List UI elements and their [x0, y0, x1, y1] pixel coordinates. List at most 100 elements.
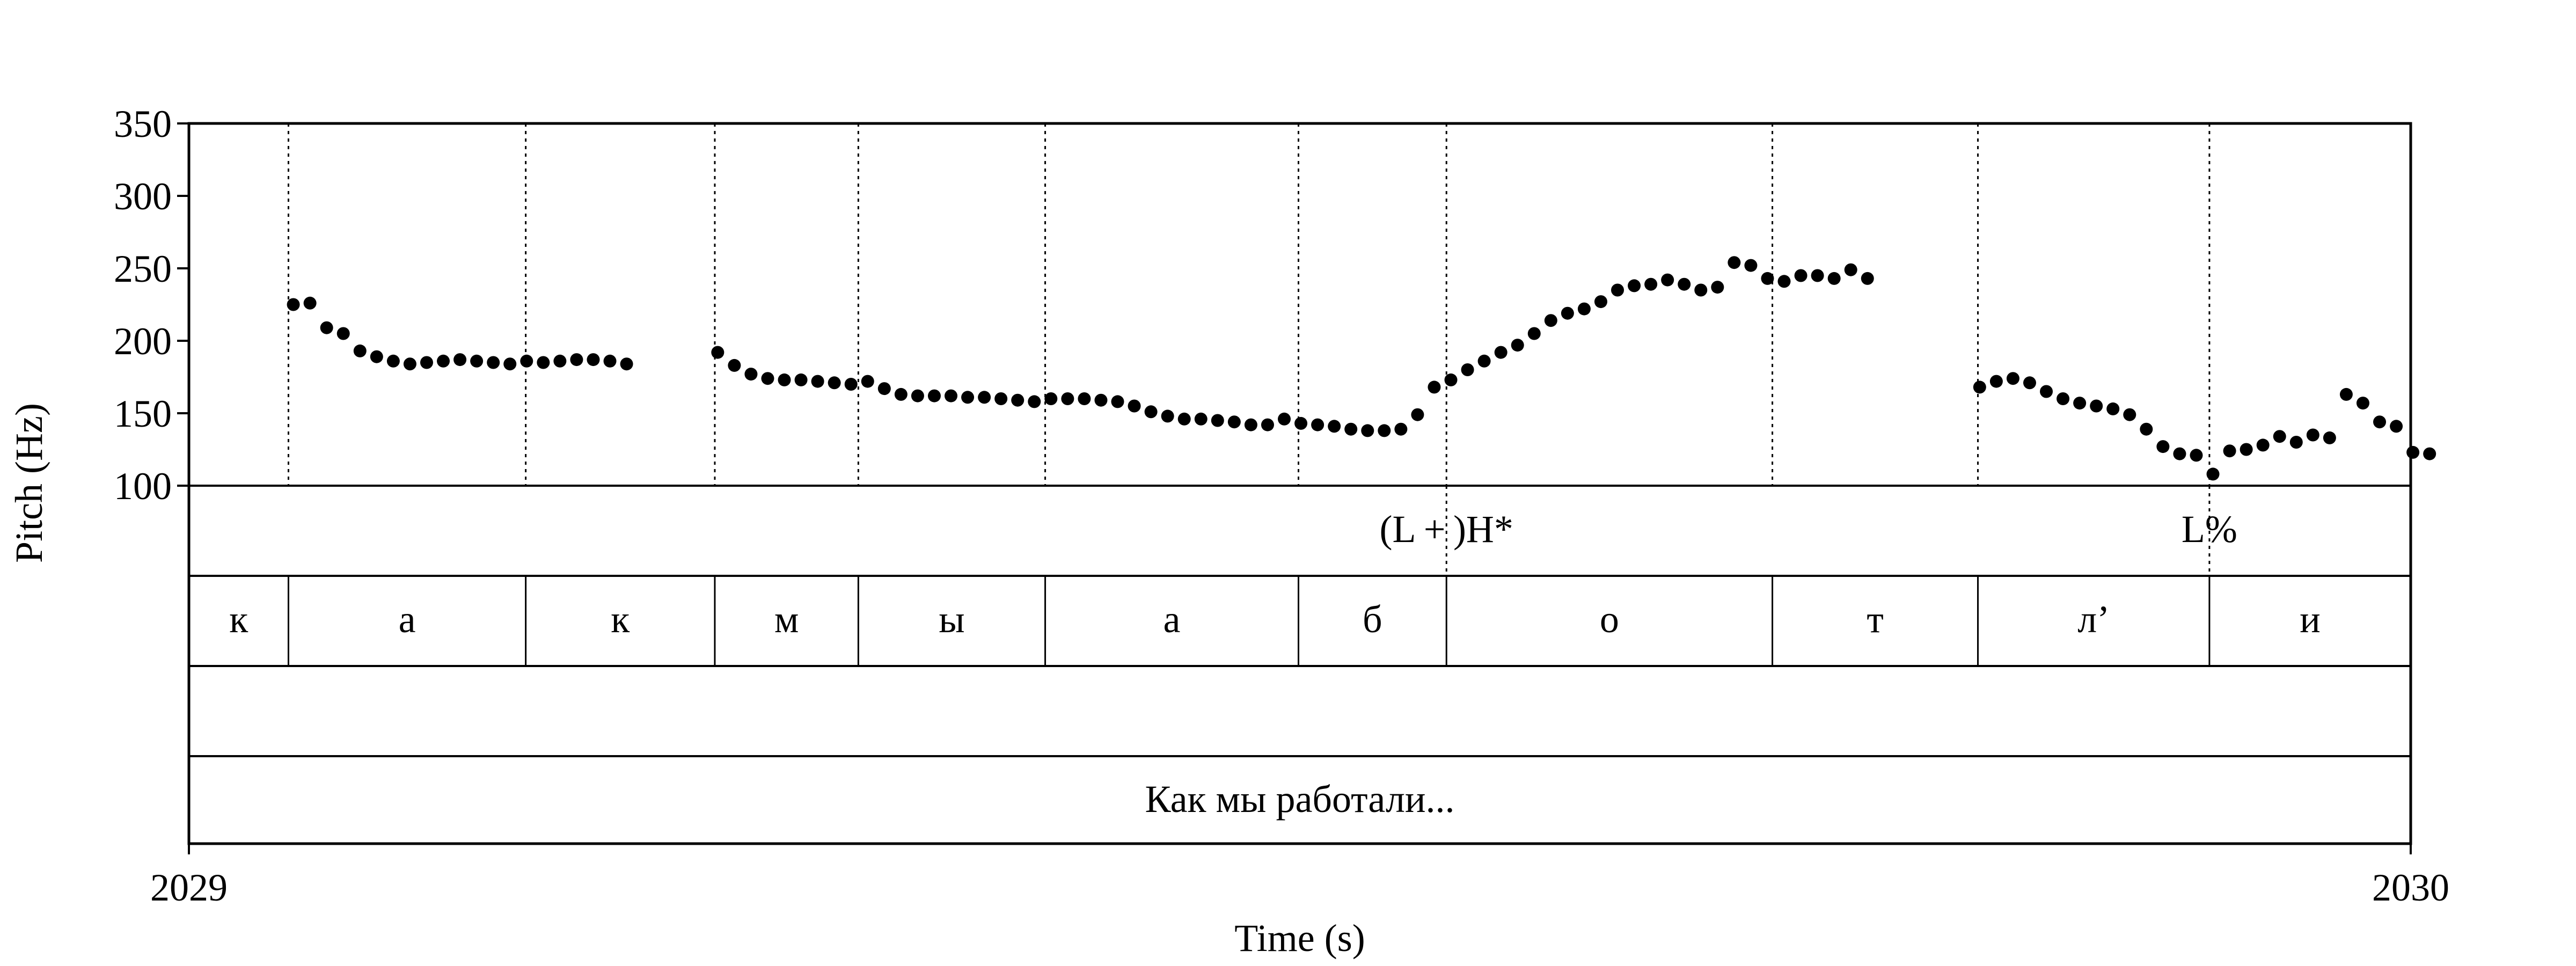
y-tick-label: 250 [114, 247, 172, 290]
pitch-point [761, 372, 774, 385]
pitch-point [2206, 467, 2220, 481]
tone-label: L% [2182, 508, 2237, 551]
y-tick-label: 100 [114, 465, 172, 508]
pitch-point [978, 391, 991, 404]
pitch-point [1161, 409, 1174, 423]
pitch-point [2156, 440, 2170, 453]
pitch-point [1044, 392, 1058, 405]
pitch-point [1794, 269, 1807, 282]
phrase-label: Как мы работали... [1145, 778, 1455, 821]
pitch-point [2390, 420, 2403, 433]
pitch-point [1128, 399, 1141, 413]
segment-label: л’ [2077, 598, 2110, 641]
y-tick-label: 300 [114, 175, 172, 218]
y-axis-label: Pitch (Hz) [8, 403, 50, 563]
segment-label: б [1363, 598, 1382, 641]
pitch-point [877, 382, 891, 396]
pitch-point [2240, 443, 2253, 456]
pitch-point [1411, 408, 1424, 421]
pitch-point [2057, 392, 2070, 405]
pitch-point [911, 389, 924, 402]
pitch-track [287, 256, 2436, 481]
pitch-point [2339, 387, 2353, 401]
segment-label: и [2300, 598, 2321, 641]
pitch-point [1344, 422, 1358, 436]
pitch-point [1444, 373, 1458, 386]
pitch-point [1973, 380, 1986, 394]
textgrid-tiers: (L + )H* L% к а к м ы а б о т л’ и Как мы работали... [189, 485, 2411, 821]
pitch-point [1261, 418, 1274, 431]
pitch-point [470, 354, 484, 368]
segment-label: а [1163, 598, 1181, 641]
y-axis: 100 150 200 250 300 350 [114, 103, 189, 508]
pitch-point [2406, 445, 2420, 459]
pitch-point [2306, 428, 2319, 442]
pitch-point [1711, 281, 1724, 294]
y-tick-label: 150 [114, 392, 172, 435]
pitch-point [453, 353, 467, 367]
pitch-point [2040, 385, 2053, 398]
pitch-point [1811, 269, 1824, 282]
segment-label: т [1867, 598, 1883, 641]
pitch-point [1061, 392, 1074, 405]
pitch-point [2140, 422, 2153, 436]
pitch-point [1244, 418, 1257, 431]
pitch-point [2090, 399, 2103, 413]
pitch-point [303, 296, 317, 310]
pitch-point [2373, 415, 2387, 429]
pitch-point [2256, 438, 2270, 452]
pitch-point [861, 375, 874, 388]
pitch-point [2289, 436, 2303, 449]
pitch-point [1694, 283, 1708, 297]
pitch-point [1477, 354, 1491, 368]
pitch-point [1561, 306, 1574, 320]
pitch-point [1394, 422, 1408, 436]
pitch-point [778, 373, 791, 386]
pitch-point [945, 389, 958, 402]
pitch-point [1144, 405, 1158, 419]
pitch-point [994, 392, 1008, 405]
pitch-point [811, 375, 824, 388]
pitch-point [2223, 444, 2236, 458]
pitch-point [1011, 393, 1024, 407]
pitch-point [1628, 279, 1641, 292]
pitch-point [2023, 376, 2036, 390]
pitch-point [537, 356, 550, 369]
pitch-point [1428, 380, 1441, 394]
pitch-point [287, 298, 300, 311]
pitch-point [1661, 273, 1674, 287]
pitch-point [1989, 375, 2003, 388]
pitch-point [1728, 256, 1741, 269]
pitch-point [2073, 397, 2087, 410]
x-tick-label: 2029 [150, 866, 228, 909]
pitch-point [2423, 447, 2436, 460]
pitch-point [1094, 393, 1108, 407]
pitch-point [1511, 339, 1524, 352]
tone-label: (L + )H* [1380, 508, 1513, 551]
pitch-point [570, 353, 583, 367]
pitch-point [603, 354, 617, 368]
pitch-point [1361, 424, 1374, 437]
plot-frame [187, 122, 2412, 845]
pitch-point [1078, 392, 1091, 405]
pitch-point [370, 350, 383, 363]
pitch-point [2173, 447, 2186, 460]
pitch-point [487, 356, 500, 369]
pitch-point [744, 368, 758, 381]
pitch-point [1761, 272, 1774, 285]
pitch-point [420, 356, 433, 369]
pitch-point [728, 358, 741, 372]
pitch-point [2006, 372, 2019, 385]
pitch-point [1028, 395, 1041, 408]
y-tick-label: 350 [114, 103, 172, 145]
segment-label: к [229, 598, 248, 641]
pitch-point [336, 327, 350, 340]
pitch-point [2273, 430, 2286, 443]
segment-label: а [399, 598, 416, 641]
y-tick-label: 200 [114, 320, 172, 363]
pitch-point [1294, 416, 1308, 430]
pitch-point [1594, 295, 1607, 309]
segment-label: о [1600, 598, 1619, 641]
pitch-point [1777, 275, 1791, 288]
pitch-point [587, 353, 600, 367]
